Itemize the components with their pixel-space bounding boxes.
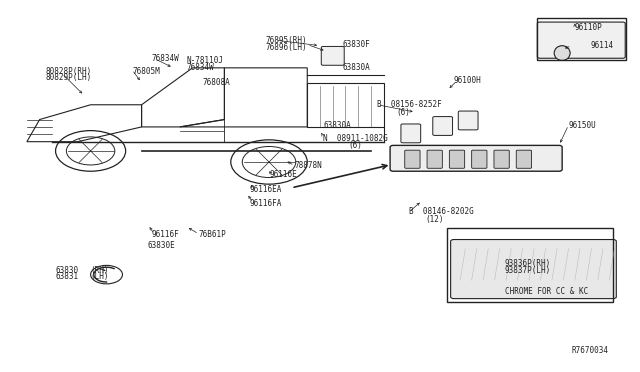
FancyBboxPatch shape bbox=[390, 145, 562, 171]
FancyBboxPatch shape bbox=[494, 150, 509, 168]
Text: (6): (6) bbox=[396, 108, 410, 117]
Text: 96116E: 96116E bbox=[269, 170, 297, 179]
Text: 78878N: 78878N bbox=[294, 161, 323, 170]
Text: N-78110J: N-78110J bbox=[186, 56, 223, 65]
Text: 96150U: 96150U bbox=[568, 121, 596, 129]
FancyBboxPatch shape bbox=[449, 150, 465, 168]
Text: 63830E: 63830E bbox=[148, 241, 176, 250]
FancyBboxPatch shape bbox=[451, 240, 616, 299]
Text: 96110P: 96110P bbox=[575, 23, 603, 32]
Text: 63830A: 63830A bbox=[323, 121, 351, 129]
Text: 96116F: 96116F bbox=[151, 230, 179, 239]
Text: N  08911-1082G: N 08911-1082G bbox=[323, 134, 388, 142]
Text: CHROME FOR CC & KC: CHROME FOR CC & KC bbox=[505, 287, 588, 296]
Text: R7670034: R7670034 bbox=[572, 346, 609, 355]
Text: 96114: 96114 bbox=[591, 41, 614, 50]
Text: B  08146-8202G: B 08146-8202G bbox=[409, 207, 474, 217]
FancyBboxPatch shape bbox=[538, 22, 625, 58]
Text: 93837P(LH): 93837P(LH) bbox=[505, 266, 551, 275]
Text: 96116EA: 96116EA bbox=[250, 185, 282, 194]
FancyBboxPatch shape bbox=[516, 150, 532, 168]
Text: (RH): (RH) bbox=[91, 266, 109, 275]
Text: 76B61P: 76B61P bbox=[199, 230, 227, 239]
FancyBboxPatch shape bbox=[427, 150, 442, 168]
Text: 76896(LH): 76896(LH) bbox=[266, 43, 307, 52]
Bar bbox=[447, 228, 613, 302]
Text: 96100H: 96100H bbox=[454, 76, 481, 85]
Text: B  08156-8252F: B 08156-8252F bbox=[378, 100, 442, 109]
Text: (LH): (LH) bbox=[91, 272, 109, 281]
Text: 63831: 63831 bbox=[56, 272, 79, 281]
Text: 63830: 63830 bbox=[56, 266, 79, 275]
FancyBboxPatch shape bbox=[458, 111, 478, 130]
Text: 76834W: 76834W bbox=[151, 54, 179, 63]
Text: 76834W: 76834W bbox=[186, 63, 214, 72]
Text: 76895(RH): 76895(RH) bbox=[266, 36, 307, 45]
Ellipse shape bbox=[554, 46, 570, 61]
Text: 96116FA: 96116FA bbox=[250, 199, 282, 208]
Text: 80829P(LH): 80829P(LH) bbox=[46, 73, 92, 82]
FancyBboxPatch shape bbox=[433, 116, 452, 135]
Text: 63830F: 63830F bbox=[342, 40, 370, 49]
Text: (6): (6) bbox=[349, 141, 362, 150]
Text: 80828P(RH): 80828P(RH) bbox=[46, 67, 92, 76]
Text: 63830A: 63830A bbox=[342, 63, 370, 72]
FancyBboxPatch shape bbox=[401, 124, 420, 143]
Text: 76808A: 76808A bbox=[202, 78, 230, 87]
FancyBboxPatch shape bbox=[321, 46, 344, 65]
Text: 76805M: 76805M bbox=[132, 67, 160, 76]
FancyBboxPatch shape bbox=[404, 150, 420, 168]
Text: 93836P(RH): 93836P(RH) bbox=[505, 259, 551, 268]
Bar bbox=[537, 18, 626, 61]
Text: (12): (12) bbox=[425, 215, 444, 224]
FancyBboxPatch shape bbox=[472, 150, 487, 168]
